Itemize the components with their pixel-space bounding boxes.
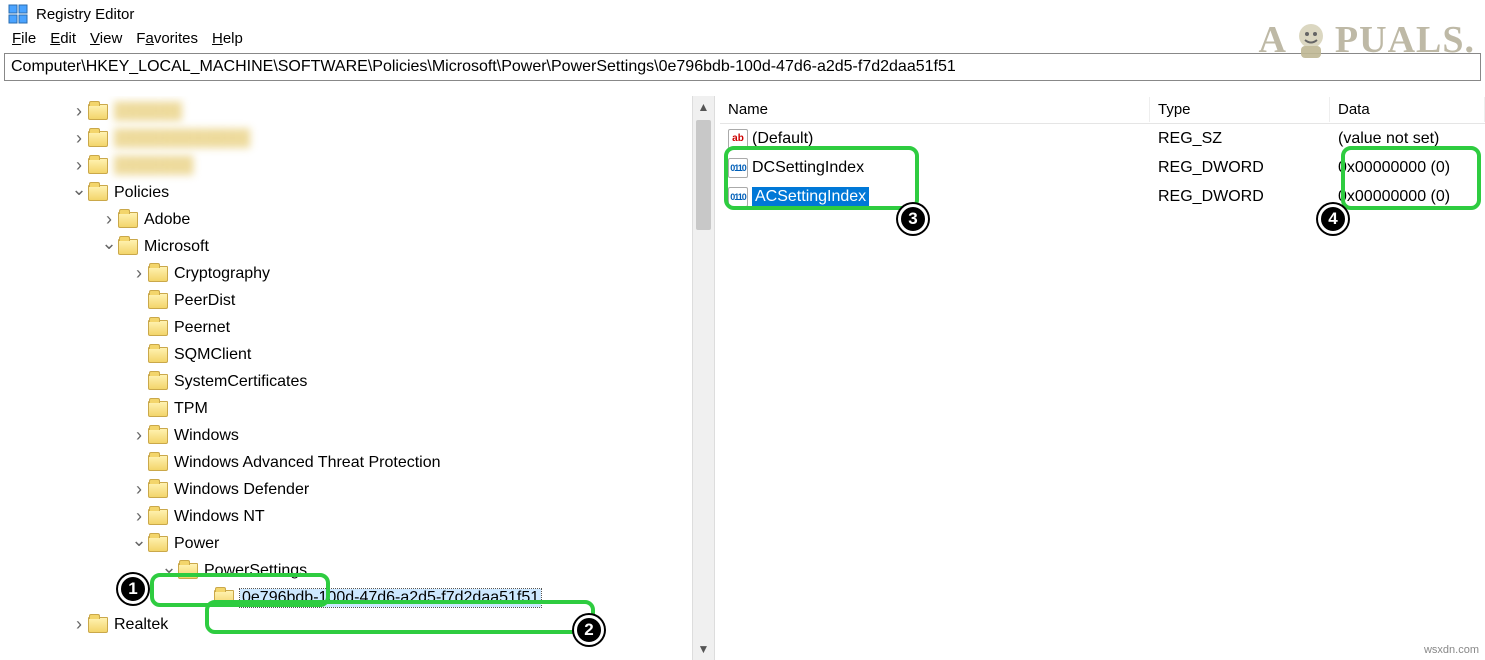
value-name: (Default): [752, 130, 813, 148]
annotation-badge-2: 2: [574, 615, 604, 645]
tree-item-blurred[interactable]: ████████████: [0, 125, 714, 152]
tree-item[interactable]: Windows Advanced Threat Protection: [0, 449, 714, 476]
value-type: REG_DWORD: [1150, 159, 1330, 177]
scroll-up-icon[interactable]: ▲: [693, 96, 714, 118]
value-row[interactable]: 0110DCSettingIndex REG_DWORD0x00000000 (0…: [720, 153, 1485, 182]
value-binary-icon: 0110: [728, 158, 748, 178]
tree-item-powersettings[interactable]: PowerSettings: [0, 557, 714, 584]
menu-favorites[interactable]: Favorites: [130, 28, 204, 49]
values-header: Name Type Data: [720, 96, 1485, 124]
tree-item-realtek[interactable]: Realtek: [0, 611, 714, 638]
menu-view[interactable]: View: [84, 28, 128, 49]
annotation-badge-4: 4: [1318, 204, 1348, 234]
value-row[interactable]: ab(Default) REG_SZ(value not set): [720, 124, 1485, 153]
tree-item[interactable]: TPM: [0, 395, 714, 422]
tree-item[interactable]: Windows: [0, 422, 714, 449]
tree-item[interactable]: Peernet: [0, 314, 714, 341]
tree-body: ██████ ████████████ ███████ Policies Ado…: [0, 96, 714, 638]
value-type: REG_SZ: [1150, 130, 1330, 148]
values-pane: Name Type Data ab(Default) REG_SZ(value n…: [720, 96, 1485, 660]
value-string-icon: ab: [728, 129, 748, 149]
value-binary-icon: 0110: [728, 187, 748, 207]
scroll-down-icon[interactable]: ▼: [693, 638, 714, 660]
menu-file[interactable]: File: [6, 28, 42, 49]
regedit-icon: [8, 4, 28, 24]
value-name: DCSettingIndex: [752, 159, 864, 177]
column-name[interactable]: Name: [720, 97, 1150, 122]
watermark-icon: [1289, 18, 1333, 62]
tree-item[interactable]: SQMClient: [0, 341, 714, 368]
value-type: REG_DWORD: [1150, 188, 1330, 206]
tree-item-blurred[interactable]: ███████: [0, 152, 714, 179]
tree-item-guid[interactable]: 0e796bdb-100d-47d6-a2d5-f7d2daa51f51: [0, 584, 714, 611]
value-data: 0x00000000 (0): [1330, 188, 1485, 206]
watermark-logo: A PUALS.: [1258, 18, 1475, 62]
tree-scrollbar[interactable]: ▲ ▼: [692, 96, 714, 660]
window-title: Registry Editor: [36, 6, 134, 23]
source-label: wsxdn.com: [1424, 644, 1479, 656]
tree-item-power[interactable]: Power: [0, 530, 714, 557]
value-row[interactable]: 0110ACSettingIndex REG_DWORD0x00000000 (0…: [720, 182, 1485, 211]
tree-item-adobe[interactable]: Adobe: [0, 206, 714, 233]
value-data: (value not set): [1330, 130, 1485, 148]
content-panes: ██████ ████████████ ███████ Policies Ado…: [0, 96, 1485, 660]
tree-item[interactable]: Cryptography: [0, 260, 714, 287]
tree-item[interactable]: SystemCertificates: [0, 368, 714, 395]
column-data[interactable]: Data: [1330, 97, 1485, 122]
tree-item-policies[interactable]: Policies: [0, 179, 714, 206]
value-name: ACSettingIndex: [752, 187, 869, 207]
scroll-thumb[interactable]: [696, 120, 711, 230]
tree-item[interactable]: Windows Defender: [0, 476, 714, 503]
tree-item-microsoft[interactable]: Microsoft: [0, 233, 714, 260]
column-type[interactable]: Type: [1150, 97, 1330, 122]
tree-item[interactable]: PeerDist: [0, 287, 714, 314]
value-data: 0x00000000 (0): [1330, 159, 1485, 177]
annotation-badge-3: 3: [898, 204, 928, 234]
tree-pane: ██████ ████████████ ███████ Policies Ado…: [0, 96, 714, 660]
menu-help[interactable]: Help: [206, 28, 249, 49]
menu-edit[interactable]: Edit: [44, 28, 82, 49]
tree-item-blurred[interactable]: ██████: [0, 98, 714, 125]
tree-item[interactable]: Windows NT: [0, 503, 714, 530]
annotation-badge-1: 1: [118, 574, 148, 604]
